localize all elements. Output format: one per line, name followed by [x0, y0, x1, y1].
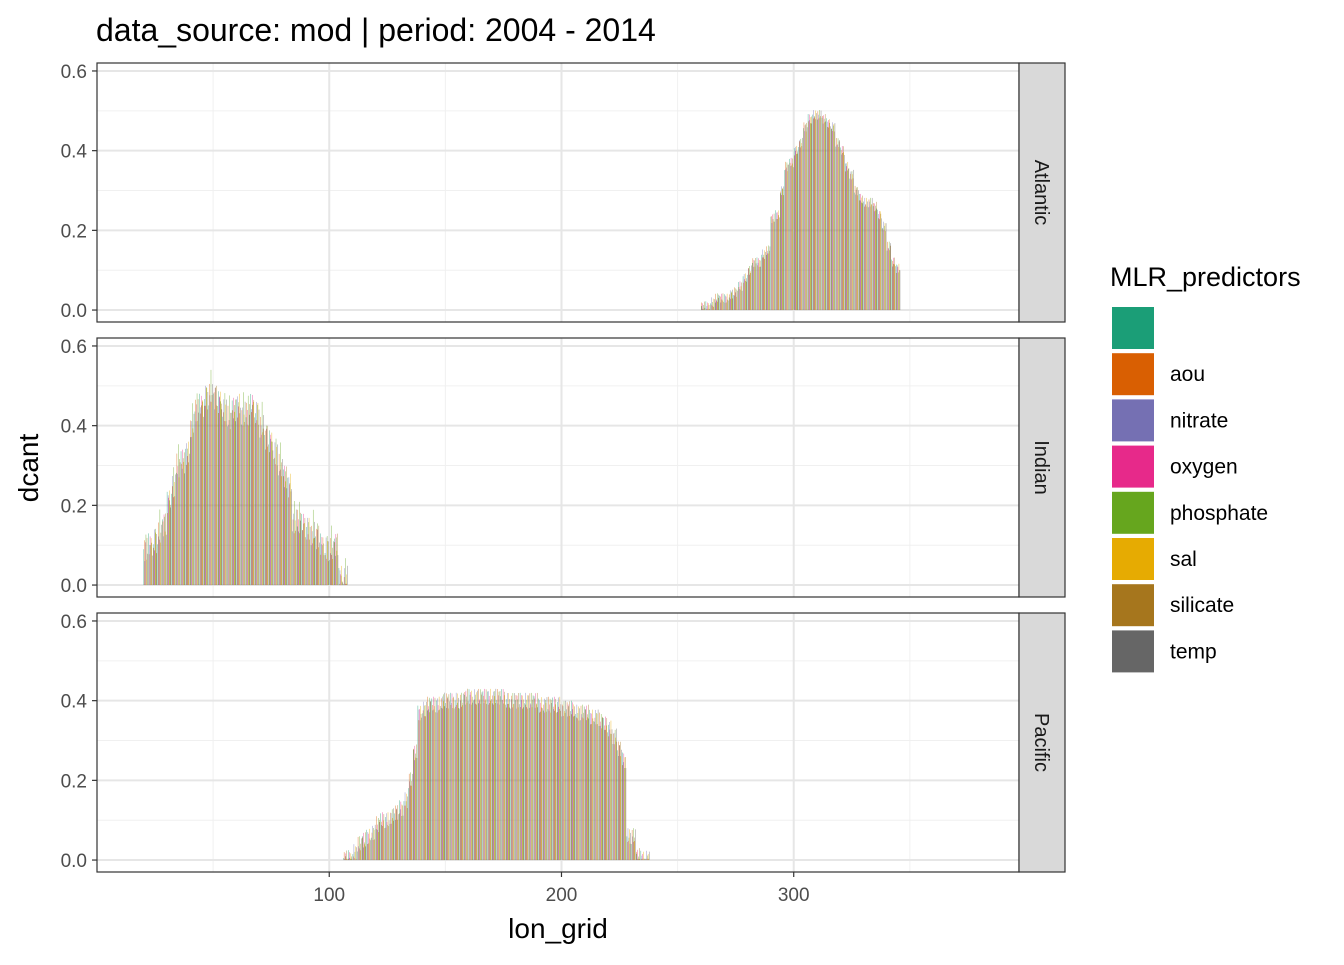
facet-strip-label: Atlantic — [1030, 160, 1052, 226]
y-axis-label: dcant — [13, 434, 44, 503]
y-tick-label: 0.0 — [61, 576, 87, 597]
y-tick-label: 0.4 — [61, 692, 88, 713]
panel-pacific: 0.0 0.2 0.4 0.6 Pacific — [61, 612, 1065, 872]
legend-label: nitrate — [1170, 409, 1228, 432]
y-tick-label: 0.4 — [61, 417, 88, 438]
legend-key — [1112, 446, 1154, 488]
legend-key — [1112, 492, 1154, 534]
x-axis-label: lon_grid — [508, 913, 608, 944]
facet-strip-label: Indian — [1030, 440, 1052, 495]
legend-label: sal — [1170, 548, 1197, 571]
legend-key — [1112, 538, 1154, 580]
legend-key — [1112, 630, 1154, 672]
legend-key — [1112, 353, 1154, 395]
panels-layer: 0.00.20.40.6Atlantic0.00.20.40.6Indian0.… — [61, 62, 1065, 906]
x-tick-label: 100 — [313, 885, 345, 906]
y-tick-label: 0.6 — [61, 612, 87, 633]
y-tick-label: 0.6 — [61, 337, 87, 358]
y-tick-label: 0.0 — [61, 301, 87, 322]
legend-key — [1112, 307, 1154, 349]
panel-background — [97, 613, 1019, 872]
legend-key — [1112, 584, 1154, 626]
legend-label: oxygen — [1170, 456, 1238, 479]
y-tick-label: 0.0 — [61, 851, 87, 872]
panel-atlantic: 0.0 0.2 0.4 0.6 Atlantic — [61, 62, 1065, 322]
x-tick-label: 300 — [778, 885, 810, 906]
y-tick-label: 0.2 — [61, 771, 87, 792]
facet-strip-label: Pacific — [1030, 713, 1052, 772]
y-tick-label: 0.2 — [61, 496, 87, 517]
panel-indian: 0.0 0.2 0.4 0.6 Indian — [61, 337, 1065, 597]
legend-label: phosphate — [1170, 502, 1268, 525]
legend-key — [1112, 399, 1154, 441]
x-tick-label: 200 — [546, 885, 578, 906]
chart-title: data_source: mod | period: 2004 - 2014 — [96, 12, 656, 48]
y-tick-label: 0.2 — [61, 221, 87, 242]
legend-label: silicate — [1170, 594, 1234, 617]
legend: aou nitrate oxygen phosphate sal silicate temp — [1112, 307, 1268, 672]
y-tick-label: 0.4 — [61, 142, 88, 163]
legend-title: MLR_predictors — [1110, 262, 1301, 292]
legend-label: temp — [1170, 640, 1217, 663]
legend-label: aou — [1170, 363, 1205, 386]
y-tick-label: 0.6 — [61, 62, 87, 83]
